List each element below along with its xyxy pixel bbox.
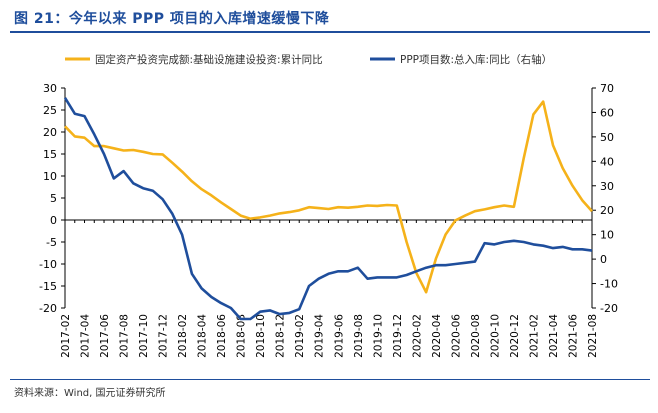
right-tick-label: 50 [600,131,614,144]
x-tick-label: 2020-10 [489,314,501,358]
source-note: 资料来源：Wind, 国元证券研究所 [14,388,166,399]
x-tick-label: 2019-04 [314,314,326,358]
x-tick-label: 2019-02 [294,314,306,358]
left-tick-label: 25 [43,104,57,117]
x-tick-label: 2020-02 [411,314,423,358]
left-tick-label: 0 [50,214,57,227]
x-tick-label: 2020-12 [509,314,521,358]
x-tick-label: 2017-12 [158,314,170,358]
right-tick-label: 60 [600,106,614,119]
left-y-axis: -20 -15 -10 -5 0 5 10 15 20 25 30 [39,82,66,315]
x-tick-label: 2018-12 [275,314,287,358]
x-tick-label: 2018-08 [236,314,248,358]
x-tick-label: 2018-06 [216,314,228,358]
footer-divider [10,379,650,380]
right-tick-label: 70 [600,82,614,95]
line-chart: 固定资产投资完成额:基础设施建设投资:累计同比 PPP项目数:总入库:同比（右轴… [39,53,618,358]
x-tick-label: 2021-04 [548,314,560,358]
right-tick-label: 0 [600,253,607,266]
legend-label-ppp: PPP项目数:总入库:同比（右轴） [400,53,552,66]
x-tick-label: 2020-04 [431,314,443,358]
right-tick-label: 20 [600,204,614,217]
figure-title: 图 21：今年以来 PPP 项目的入库增速缓慢下降 [14,11,330,27]
left-tick-label: 10 [43,170,57,183]
left-tick-label: -10 [39,258,57,271]
right-y-axis: -20 -10 0 10 20 30 40 50 60 70 [591,82,618,315]
x-tick-label: 2019-12 [392,314,404,358]
left-tick-label: 20 [43,126,57,139]
x-tick-label: 2017-06 [99,314,111,358]
left-tick-label: 5 [50,192,57,205]
x-tick-label: 2020-08 [470,314,482,358]
x-tick-label: 2017-04 [80,314,92,358]
left-tick-label: -15 [39,280,57,293]
x-tick-label: 2021-02 [528,314,540,358]
x-tick-label: 2017-08 [119,314,131,358]
chart-legend: 固定资产投资完成额:基础设施建设投资:累计同比 PPP项目数:总入库:同比（右轴… [65,53,552,66]
left-tick-label: 30 [43,82,57,95]
legend-label-fai: 固定资产投资完成额:基础设施建设投资:累计同比 [95,53,323,66]
x-tick-label: 2017-02 [60,314,72,358]
left-tick-label: -20 [39,302,57,315]
x-tick-label: 2018-04 [197,314,209,358]
x-tick-label: 2018-02 [177,314,189,358]
right-tick-label: -10 [600,278,618,291]
right-tick-label: 30 [600,180,614,193]
x-tick-label: 2020-06 [450,314,462,358]
right-tick-label: 10 [600,229,614,242]
x-tick-label: 2019-08 [353,314,365,358]
x-tick-label: 2021-08 [587,314,599,358]
series-group [63,97,593,321]
x-tick-label: 2021-06 [567,314,579,358]
x-tick-label: 2017-10 [138,314,150,358]
series-line-fai [64,100,593,294]
left-tick-label: 15 [43,148,57,161]
x-axis: 2017-02 2017-04 2017-06 2017-08 2017-10 2017-… [60,219,599,358]
x-tick-label: 2019-06 [333,314,345,358]
x-tick-label: 2019-10 [372,314,384,358]
left-tick-label: -5 [46,236,57,249]
right-tick-label: -20 [600,302,618,315]
right-tick-label: 40 [600,155,614,168]
title-divider [10,31,650,33]
series-line-ppp [63,97,593,321]
x-tick-label: 2018-10 [255,314,267,358]
